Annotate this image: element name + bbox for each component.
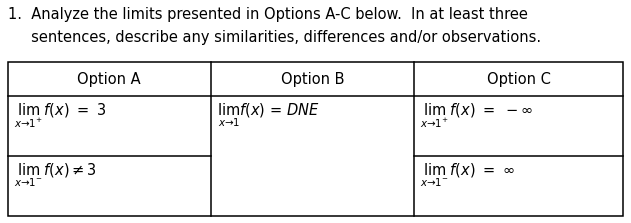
- Text: $\lim_{x\to1} f(x)\ =\ DNE$: $\lim_{x\to1} f(x)\ =\ DNE$: [217, 102, 320, 129]
- Bar: [8, 62, 623, 216]
- Text: sentences, describe any similarities, differences and/or observations.: sentences, describe any similarities, di…: [8, 30, 541, 45]
- Text: $\lim_{x\to1^+} f(x)\ =\ -\infty$: $\lim_{x\to1^+} f(x)\ =\ -\infty$: [420, 102, 533, 130]
- Text: Option A: Option A: [78, 72, 141, 87]
- Text: Option B: Option B: [281, 72, 344, 87]
- Text: 1.  Analyze the limits presented in Options A-C below.  In at least three: 1. Analyze the limits presented in Optio…: [8, 7, 528, 22]
- Text: $\lim_{x\to1^+} f(x)\ =\ 3$: $\lim_{x\to1^+} f(x)\ =\ 3$: [14, 102, 106, 130]
- Text: $\lim_{x\to1^-} f(x)\ =\ \infty$: $\lim_{x\to1^-} f(x)\ =\ \infty$: [420, 162, 515, 189]
- Text: Option C: Option C: [487, 72, 551, 87]
- Text: $\lim_{x\to1^-} f(x) \neq 3$: $\lim_{x\to1^-} f(x) \neq 3$: [14, 162, 97, 189]
